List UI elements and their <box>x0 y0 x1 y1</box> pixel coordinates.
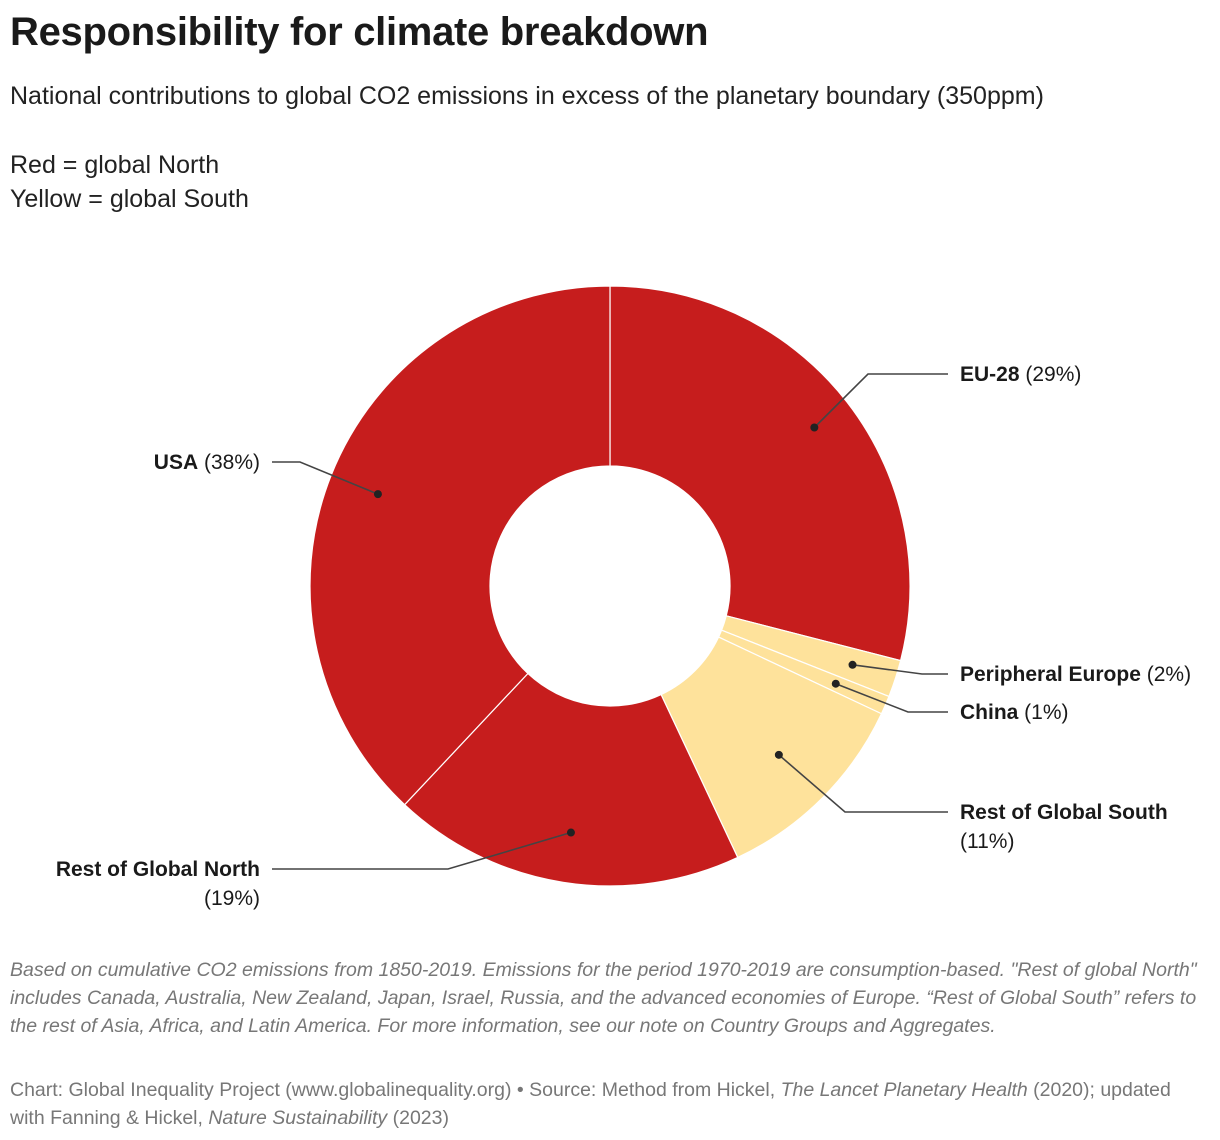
leader-line-rest-of-global-south <box>778 754 948 813</box>
slice-eu-28[interactable] <box>609 285 911 662</box>
slice-percent-peripheral-europe: (2%) <box>1141 663 1191 686</box>
slice-label-eu-28: EU-28 (29%) <box>960 363 1081 386</box>
source-journal-1: The Lancet Planetary Health <box>780 1079 1028 1101</box>
leader-dot-usa <box>373 490 382 499</box>
slice-percent-rest-of-global-south: (11%) <box>960 830 1014 853</box>
color-legend-note: Red = global North Yellow = global South <box>10 148 249 216</box>
leader-lines <box>272 373 948 870</box>
slice-name-rest-of-global-north: Rest of Global North <box>56 858 260 881</box>
slice-labels: EU-28 (29%) Peripheral Europe (2%) China (… <box>56 363 1191 910</box>
source-journal-2: Nature Sustainability <box>208 1107 388 1129</box>
slice-name-peripheral-europe: Peripheral Europe <box>960 663 1141 686</box>
donut-slices <box>309 285 911 887</box>
slice-label-rest-of-global-north: Rest of Global North (19%) <box>56 858 260 910</box>
leader-dot-china <box>831 679 840 688</box>
legend-note-north: Red = global North <box>10 151 220 179</box>
chart-subtitle: National contributions to global CO2 emi… <box>10 82 1044 110</box>
legend-note-south: Yellow = global South <box>10 185 249 213</box>
slice-rest-of-global-north[interactable] <box>403 672 739 887</box>
slice-label-usa: USA (38%) <box>154 451 260 474</box>
leader-line-china <box>835 682 948 713</box>
chart-source: Chart: Global Inequality Project (www.gl… <box>10 1076 1210 1132</box>
slice-label-rest-of-global-south: Rest of Global South (11%) <box>960 801 1168 853</box>
leader-line-usa <box>272 461 379 495</box>
slice-percent-rest-of-global-north: (19%) <box>204 887 260 910</box>
source-text-1: Chart: Global Inequality Project (www.gl… <box>10 1079 781 1101</box>
slice-label-china: China (1%) <box>960 701 1069 724</box>
slice-rest-of-global-south[interactable] <box>660 636 883 859</box>
slice-percent-china: (1%) <box>1018 701 1068 724</box>
source-text-3: (2023) <box>387 1107 449 1129</box>
slice-percent-eu-28: (29%) <box>1020 363 1082 386</box>
chart-title: Responsibility for climate breakdown <box>10 10 709 54</box>
slice-name-rest-of-global-south: Rest of Global South <box>960 801 1168 824</box>
leader-dot-rest-of-global-south <box>774 750 783 759</box>
slice-name-usa: USA <box>154 451 198 474</box>
source-text-2: (2020); updated with Fanning & Hickel, <box>10 1079 1171 1129</box>
leader-dot-rest-of-global-north <box>566 828 575 837</box>
leader-line-eu-28 <box>813 373 948 429</box>
leader-dot-peripheral-europe <box>848 660 857 669</box>
leader-line-rest-of-global-north <box>272 831 572 870</box>
slice-name-china: China <box>960 701 1019 724</box>
slice-percent-usa: (38%) <box>198 451 260 474</box>
leader-dot-eu-28 <box>810 423 819 432</box>
leader-line-peripheral-europe <box>852 664 948 675</box>
donut-chart: EU-28 (29%) Peripheral Europe (2%) China (… <box>56 285 1191 910</box>
chart-notes: Based on cumulative CO2 emissions from 1… <box>10 959 1197 1037</box>
slice-usa[interactable] <box>309 285 611 806</box>
slice-name-eu-28: EU-28 <box>960 363 1020 386</box>
slice-label-peripheral-europe: Peripheral Europe (2%) <box>960 663 1191 686</box>
